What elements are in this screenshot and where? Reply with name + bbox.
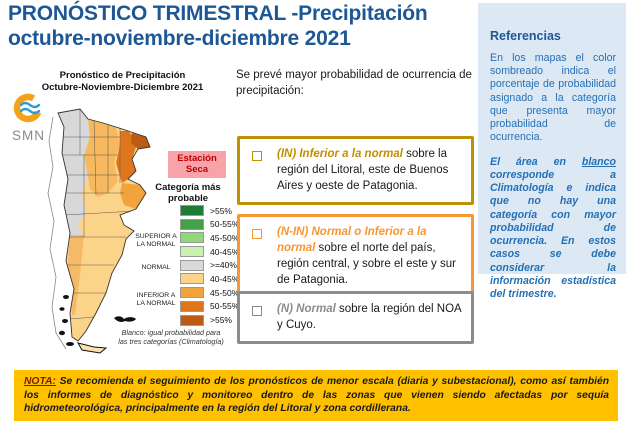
legend-swatch — [180, 218, 204, 230]
legend-row: 40-45% — [134, 273, 246, 285]
map-footnote: Blanco: igual probabilidad para las tres… — [96, 328, 246, 347]
references-p2-before: El área en — [490, 155, 582, 168]
malvinas-islands — [114, 316, 136, 322]
legend-row: 45-50% — [134, 232, 246, 244]
legend-swatch — [180, 232, 204, 244]
legend-swatch — [180, 259, 204, 271]
legend-label: >55% — [210, 315, 232, 325]
forecast-category-label: (N-IN) Normal o Inferior a la normal — [277, 226, 427, 254]
references-sidebar: Referencias En los mapas el color sombre… — [478, 3, 626, 300]
smn-logo-icon — [13, 93, 43, 123]
checkbox-bullet-icon — [252, 151, 262, 161]
legend-row: 40-45% — [134, 246, 246, 258]
references-heading: Referencias — [490, 29, 561, 43]
forecast-intro: Se prevé mayor probabilidad de ocurrenci… — [236, 69, 472, 97]
argentina-precipitation-map — [47, 108, 151, 354]
dry-season-label: Estación Seca — [168, 151, 226, 178]
legend-label: 40-45% — [210, 246, 240, 257]
nota-text: Se recomienda el seguimiento de los pron… — [24, 376, 609, 415]
legend-row: >55% — [134, 205, 246, 216]
chile-border-line — [47, 116, 67, 350]
references-p2-after: corresponde a Climatología e indica que … — [490, 168, 616, 300]
map-legend: >55% 50-55% 45-50% 40-45% >=40% 40-45% 4… — [134, 205, 246, 328]
forecast-box-text: (IN) Inferior a la normal sobre la regió… — [277, 147, 463, 195]
smn-logo: SMN — [12, 92, 58, 143]
map-title-line1: Pronóstico de Precipitación — [59, 70, 186, 81]
checkbox-bullet-icon — [252, 229, 262, 239]
forecast-category-label: (N) Normal — [277, 303, 336, 315]
legend-swatch — [180, 314, 204, 326]
map-footnote-line1: Blanco: igual probabilidad para — [121, 328, 221, 337]
checkbox-bullet-icon — [252, 306, 262, 316]
references-paragraph-2: El área en blanco corresponde a Climatol… — [490, 156, 616, 302]
forecast-box-text: (N) Normal sobre la región del NOA y Cuy… — [277, 302, 463, 334]
legend-group-below-normal: INFERIOR A LA NORMAL — [136, 292, 176, 308]
legend-row: >=40% — [134, 259, 246, 271]
forecast-box-normal-inferior: (N-IN) Normal o Inferior a la normal sob… — [237, 214, 474, 299]
references-paragraph-1: En los mapas el color sombreado indica e… — [490, 52, 616, 144]
forecast-region-text: sobre el norte del país, región central,… — [277, 241, 456, 286]
map-title: Pronóstico de Precipitación Octubre-Novi… — [30, 70, 215, 94]
forecast-box-inferior: (IN) Inferior a la normal sobre la regió… — [237, 136, 474, 205]
legend-group-above-normal: SUPERIOR A LA NORMAL — [135, 233, 177, 249]
legend-title: Categoría más probable — [155, 182, 221, 204]
legend-label: >55% — [210, 205, 232, 216]
forecast-region-text: sobre la región del NOA y Cuyo. — [277, 303, 462, 331]
legend-label: 45-50% — [210, 232, 240, 243]
legend-label: 45-50% — [210, 287, 240, 298]
legend-row: 50-55% — [134, 218, 246, 230]
references-p2-underlined: blanco — [581, 155, 616, 168]
legend-swatch — [180, 300, 204, 312]
legend-label: 50-55% — [210, 301, 240, 312]
southern-islands — [59, 295, 74, 346]
map-title-line2: Octubre-Noviembre-Diciembre 2021 — [41, 81, 204, 93]
page-title-line2: octubre-noviembre-diciembre 2021 — [8, 26, 351, 50]
legend-group-normal: NORMAL — [141, 264, 171, 271]
legend-swatch — [180, 273, 204, 285]
legend-row: >55% — [134, 314, 246, 326]
legend-row: 50-55% — [134, 300, 246, 312]
forecast-region-text: sobre la región del Litoral, este de Bue… — [277, 148, 449, 192]
legend-row: 45-50% — [134, 287, 246, 299]
map-footnote-line2: las tres categorías (Climatología) — [118, 337, 224, 347]
legend-swatch — [180, 287, 204, 299]
smn-logo-text: SMN — [12, 128, 45, 143]
nota-label: NOTA: — [24, 376, 56, 387]
legend-label: 50-55% — [210, 219, 240, 230]
legend-label: 40-45% — [210, 273, 240, 284]
forecast-box-text: (N-IN) Normal o Inferior a la normal sob… — [277, 225, 463, 288]
legend-swatch — [180, 205, 204, 216]
page-title-line1: PRONÓSTICO TRIMESTRAL -Precipitación — [8, 2, 428, 25]
forecast-box-normal: (N) Normal sobre la región del NOA y Cuy… — [237, 291, 474, 344]
page-title: PRONÓSTICO TRIMESTRAL -Precipitación oct… — [8, 2, 478, 52]
legend-label: >=40% — [210, 260, 237, 271]
legend-swatch — [180, 246, 204, 258]
nota-banner: NOTA: Se recomienda el seguimiento de lo… — [14, 370, 618, 421]
argentina-outline — [57, 108, 151, 342]
tierra-del-fuego — [76, 342, 108, 354]
forecast-category-label: (IN) Inferior a la normal — [277, 148, 403, 160]
